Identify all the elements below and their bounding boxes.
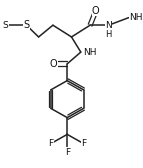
Text: F: F <box>81 139 86 148</box>
Text: O: O <box>92 6 100 16</box>
Text: S: S <box>23 20 29 30</box>
Text: NH: NH <box>83 48 96 57</box>
Text: O: O <box>50 59 57 69</box>
Text: F: F <box>65 148 70 157</box>
Text: F: F <box>48 139 53 148</box>
Text: S: S <box>3 21 9 30</box>
Text: NH₂: NH₂ <box>129 13 143 22</box>
Text: N: N <box>105 21 112 30</box>
Text: H: H <box>106 30 112 39</box>
